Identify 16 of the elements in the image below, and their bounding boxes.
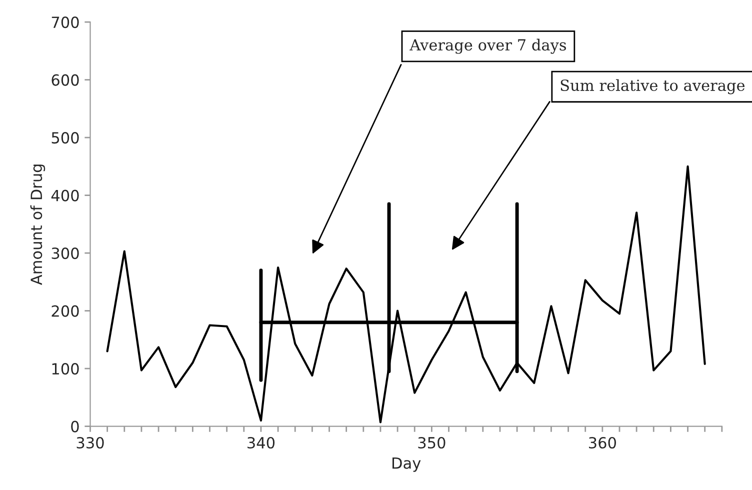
y-tick-label: 200 (52, 305, 79, 317)
y-tick-label: 600 (52, 74, 79, 86)
annotation: Sum relative to average (560, 79, 745, 94)
y-axis-title: Amount of Drug (30, 164, 46, 286)
annotation: Average over 7 days (410, 38, 566, 54)
y-tick-label: 0 (71, 420, 79, 432)
y-tick-label: 300 (52, 248, 79, 260)
x-tick-label: 360 (588, 436, 616, 449)
x-tick-label: 340 (248, 436, 275, 449)
x-tick-label: 330 (76, 436, 104, 449)
y-tick-label: 700 (52, 16, 79, 28)
y-tick-label: 400 (51, 190, 79, 202)
x-axis-title: Day (392, 458, 421, 472)
x-tick-label: 350 (418, 436, 446, 449)
y-tick-label: 100 (52, 363, 79, 375)
y-tick-label: 500 (52, 132, 79, 144)
